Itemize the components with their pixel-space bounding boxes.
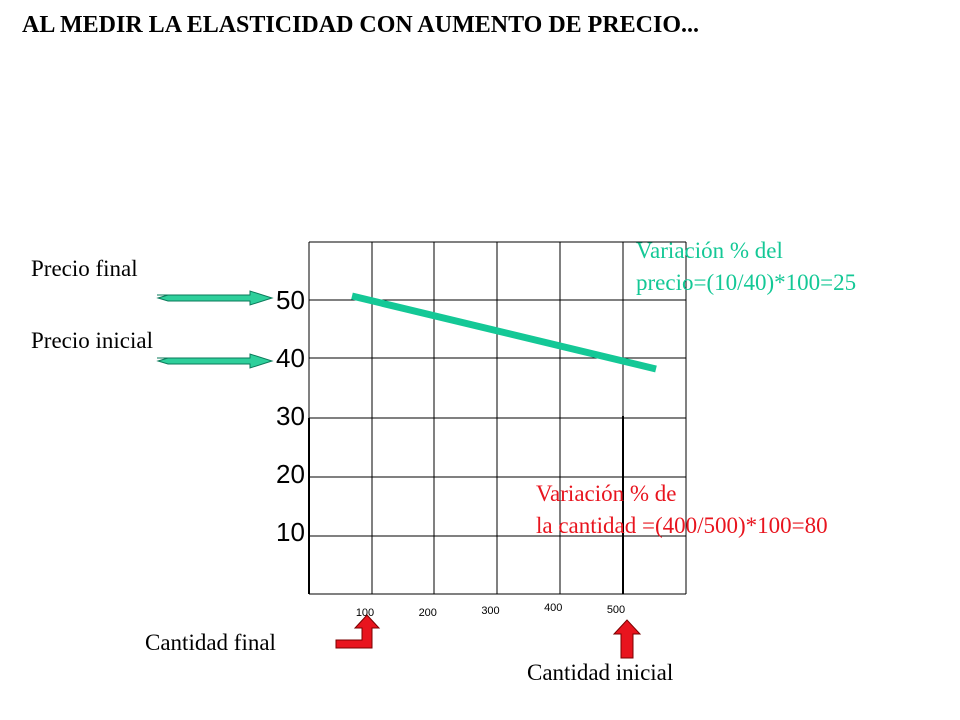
slide-title: AL MEDIR LA ELASTICIDAD CON AUMENTO DE P…: [22, 12, 699, 38]
demand-curve-line: [351, 292, 657, 373]
precio-final-label: Precio final: [31, 256, 138, 281]
x-tick-label-100: 100: [356, 607, 374, 619]
x-tick-label-500: 500: [607, 604, 625, 616]
y-tick-label-20: 20: [276, 459, 305, 489]
cantidad-final-arrow: [335, 614, 381, 649]
precio-inicial-arrow: [156, 353, 274, 369]
price-variation-note: Variación % del precio=(10/40)*100=25: [636, 238, 857, 295]
x-tick-label-200: 200: [419, 607, 437, 619]
x-axis-ticks: 100 200 300 400 500: [356, 602, 625, 619]
y-tick-label-10: 10: [276, 517, 305, 547]
precio-inicial-label: Precio inicial: [31, 328, 153, 353]
quantity-variation-note: Variación % de la cantidad =(400/500)*10…: [536, 481, 828, 538]
x-tick-label-400: 400: [544, 602, 562, 614]
y-tick-label-40: 40: [276, 343, 305, 373]
demand-curve-group: [351, 292, 657, 373]
y-tick-label-50: 50: [276, 285, 305, 315]
y-axis-ticks: 10 20 30 40 50: [276, 285, 305, 547]
y-tick-label-30: 30: [276, 401, 305, 431]
pointer-arrows: [156, 290, 642, 659]
precio-final-arrow: [156, 290, 274, 306]
cantidad-inicial-label: Cantidad inicial: [527, 660, 674, 685]
cantidad-final-label: Cantidad final: [145, 630, 276, 655]
x-tick-label-300: 300: [481, 605, 499, 617]
cantidad-inicial-arrow: [612, 619, 642, 659]
